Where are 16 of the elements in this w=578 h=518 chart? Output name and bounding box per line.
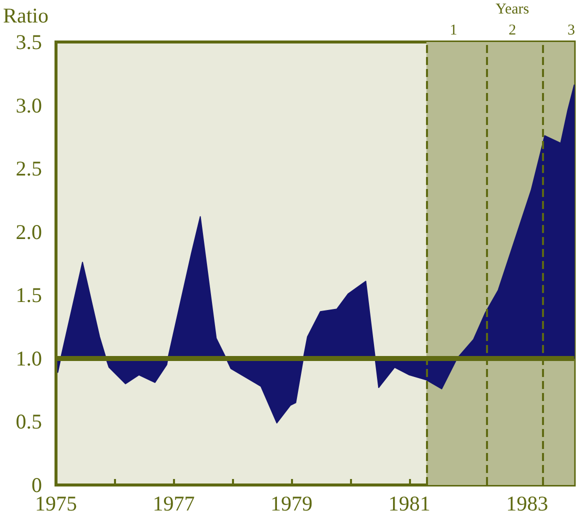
- y-axis-title: Ratio: [3, 4, 48, 28]
- x2-tick-label: 2: [508, 22, 516, 38]
- y-tick-label: 3.0: [16, 93, 42, 118]
- y-tick-label: 1.0: [16, 346, 42, 370]
- x2-axis-title: Years: [496, 2, 530, 18]
- x2-tick-label: 3: [568, 22, 576, 38]
- x-tick-label: 1979: [270, 492, 313, 516]
- y-tick-label: 2.0: [16, 220, 42, 244]
- x2-tick-label: 1: [450, 22, 458, 38]
- y-tick-label: 1.5: [16, 283, 42, 308]
- x-tick-label: 1983: [506, 492, 548, 516]
- y-tick-label: 0.5: [16, 410, 42, 434]
- x-tick-label: 1981: [388, 492, 430, 516]
- y-tick-label: 2.5: [16, 156, 42, 181]
- y-tick-label: 3.5: [16, 30, 42, 54]
- x-tick-label: 1977: [152, 492, 195, 516]
